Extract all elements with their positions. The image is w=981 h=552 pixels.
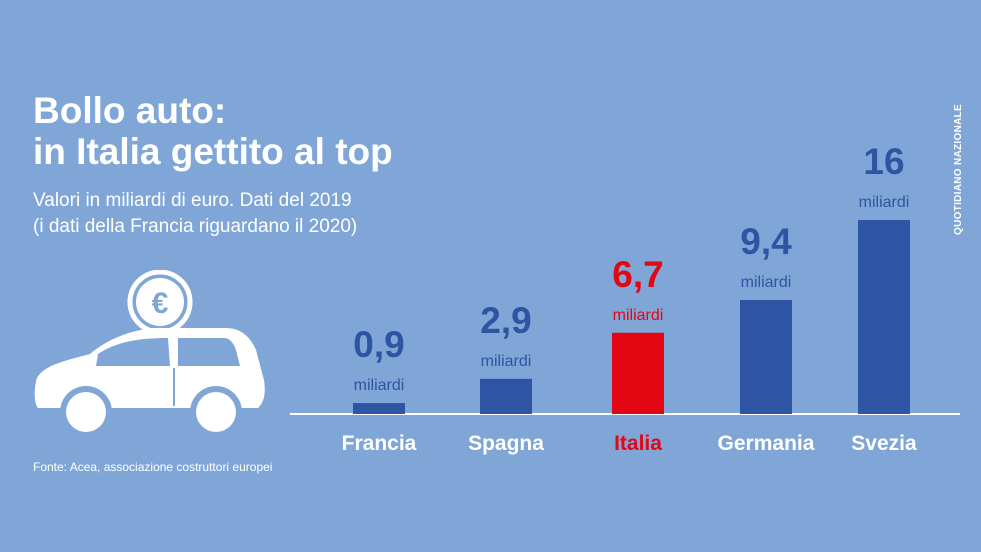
title-line-2: in Italia gettito al top bbox=[33, 131, 393, 172]
chart-subtitle: Valori in miliardi di euro. Dati del 201… bbox=[33, 188, 357, 240]
subtitle-line-2: (i dati della Francia riguardano il 2020… bbox=[33, 216, 358, 237]
brand-logo-text: QUOTIDIANO NAZIONALE bbox=[953, 104, 964, 235]
value-label-italia: 6,7 bbox=[612, 254, 663, 295]
category-label-italia: Italia bbox=[614, 432, 662, 455]
unit-label-spagna: miliardi bbox=[481, 353, 532, 370]
category-label-germania: Germania bbox=[718, 432, 815, 455]
title-line-1: Bollo auto: bbox=[33, 90, 227, 131]
unit-label-svezia: miliardi bbox=[859, 194, 910, 211]
bar-svezia bbox=[858, 220, 910, 414]
bar-germania bbox=[740, 300, 792, 414]
value-label-spagna: 2,9 bbox=[480, 300, 531, 341]
unit-label-germania: miliardi bbox=[741, 274, 792, 291]
bar-italia bbox=[612, 332, 664, 414]
value-label-germania: 9,4 bbox=[740, 221, 792, 262]
unit-label-italia: miliardi bbox=[613, 307, 664, 324]
value-label-svezia: 16 bbox=[863, 141, 904, 182]
category-label-spagna: Spagna bbox=[468, 432, 544, 455]
svg-text:€: € bbox=[152, 287, 169, 320]
value-label-francia: 0,9 bbox=[353, 324, 404, 365]
chart-title: Bollo auto: in Italia gettito al top bbox=[33, 90, 393, 172]
car-with-euro-coin-icon: € bbox=[28, 269, 268, 455]
category-label-svezia: Svezia bbox=[851, 432, 917, 455]
unit-label-francia: miliardi bbox=[354, 377, 405, 394]
bar-francia bbox=[353, 403, 405, 414]
bar-spagna bbox=[480, 378, 532, 414]
subtitle-line-1: Valori in miliardi di euro. Dati del 201… bbox=[33, 190, 352, 211]
category-label-francia: Francia bbox=[342, 432, 417, 455]
source-note: Fonte: Acea, associazione costruttori eu… bbox=[33, 460, 273, 474]
